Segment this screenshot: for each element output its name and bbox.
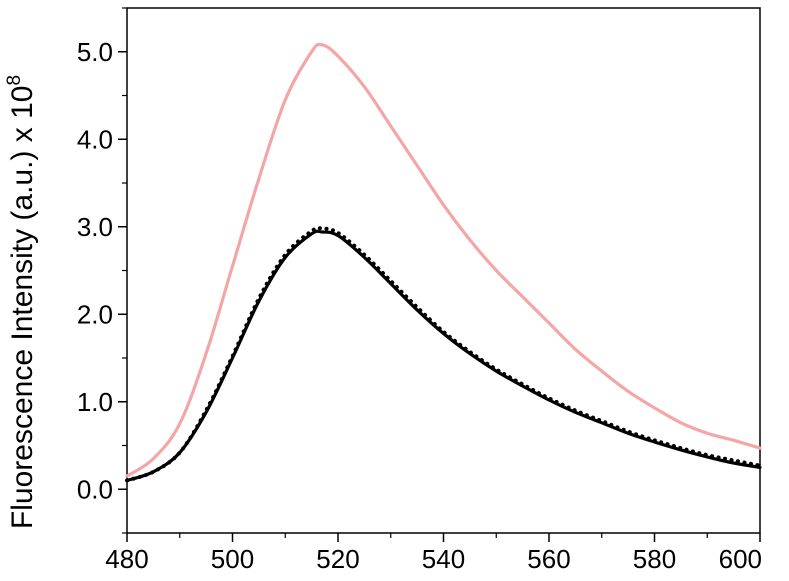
y-tick-label: 2.0 (77, 299, 113, 329)
y-axis-label-exponent: 8 (4, 75, 25, 86)
y-tick-label: 0.0 (77, 474, 113, 504)
plot-frame (126, 7, 761, 534)
y-axis-label-text: Fluorescence Intensity (a.u.) x 10 (6, 86, 39, 530)
y-tick-label: 3.0 (77, 212, 113, 242)
series-layer (125, 42, 762, 483)
plot-border (126, 7, 761, 534)
y-axis-ticks: 0.0 1.0 2.0 3.0 4.0 5.0 (77, 7, 127, 534)
y-axis-label: Fluorescence Intensity (a.u.) x 108 (4, 75, 39, 529)
x-tick-label: 500 (211, 544, 254, 574)
series-line-1 (125, 42, 762, 478)
x-tick-label: 520 (316, 544, 359, 574)
x-axis-ticks: 480 500 520 540 560 580 600 (105, 533, 762, 574)
x-tick-label: 560 (527, 544, 570, 574)
y-tick-label: 4.0 (77, 124, 113, 154)
y-tick-label: 1.0 (77, 387, 113, 417)
series-line-2 (125, 229, 762, 483)
x-tick-label: 540 (422, 544, 465, 574)
series-line-3 (125, 226, 762, 483)
y-tick-label: 5.0 (77, 37, 113, 67)
x-tick-label: 580 (633, 544, 676, 574)
x-tick-label: 600 (719, 544, 762, 574)
x-tick-label: 480 (105, 544, 148, 574)
